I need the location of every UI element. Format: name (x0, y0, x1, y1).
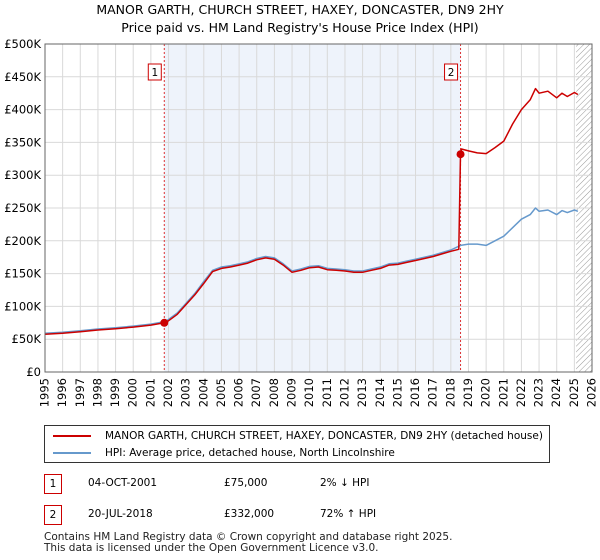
transaction-date: 04-OCT-2001 (88, 477, 157, 489)
x-tick-label: 2020 (479, 378, 493, 407)
legend-item-hpi: HPI: Average price, detached house, Nort… (45, 445, 395, 461)
marker-label-box (444, 63, 459, 81)
x-tick-label: 2001 (143, 378, 157, 407)
transaction-marker-badge: 1 (44, 474, 62, 494)
transaction-price: £332,000 (224, 508, 275, 520)
marker-label-number: 2 (448, 67, 455, 79)
x-tick-label: 1997 (73, 378, 87, 407)
legend: MANOR GARTH, CHURCH STREET, HAXEY, DONCA… (44, 425, 550, 463)
y-tick-label: £450K (4, 70, 41, 84)
legend-line-price (53, 435, 91, 437)
x-tick-label: 2019 (461, 378, 475, 407)
x-tick-label: 2008 (267, 378, 281, 407)
y-tick-label: £300K (4, 168, 41, 182)
x-tick-label: 2009 (285, 378, 299, 407)
x-tick-label: 2000 (126, 378, 140, 407)
marker-label-number: 1 (151, 67, 158, 79)
x-tick-label: 2014 (373, 378, 387, 407)
price-series-line (44, 87, 579, 336)
x-tick-label: 2021 (496, 378, 510, 407)
marker-label-box (147, 63, 162, 81)
y-tick-label: £500K (4, 37, 41, 51)
x-tick-label: 1998 (90, 378, 104, 407)
x-tick-label: 1999 (108, 378, 122, 407)
x-tick-label: 2017 (426, 378, 440, 407)
plot-border (44, 43, 593, 373)
transaction-price: £75,000 (224, 477, 268, 489)
transaction-hpi-diff: 2% ↓ HPI (320, 477, 370, 489)
y-tick-label: £100K (4, 299, 41, 313)
transaction-point (160, 318, 169, 327)
y-tick-label: £200K (4, 234, 41, 248)
x-tick-label: 2023 (532, 378, 546, 407)
x-tick-label: 2007 (249, 378, 263, 407)
y-tick-label: £150K (4, 267, 41, 281)
y-tick-label: £50K (12, 332, 42, 346)
x-tick-label: 2011 (320, 378, 334, 407)
x-tick-label: 2026 (585, 378, 599, 407)
transaction-point (456, 150, 465, 159)
y-tick-label: £400K (4, 103, 41, 117)
x-tick-label: 2012 (337, 378, 351, 407)
legend-item-price: MANOR GARTH, CHURCH STREET, HAXEY, DONCA… (45, 428, 543, 444)
x-tick-label: 1995 (38, 378, 52, 407)
x-tick-label: 2003 (179, 378, 193, 407)
x-tick-label: 2002 (161, 378, 175, 407)
y-tick-label: £250K (4, 201, 41, 215)
legend-label-price: MANOR GARTH, CHURCH STREET, HAXEY, DONCA… (105, 430, 543, 442)
hpi-series-line (44, 207, 579, 335)
transaction-date: 20-JUL-2018 (88, 508, 153, 520)
transaction-hpi-diff: 72% ↑ HPI (320, 508, 377, 520)
y-tick-label: £0 (26, 365, 41, 379)
chart-title: MANOR GARTH, CHURCH STREET, HAXEY, DONCA… (0, 1, 600, 37)
x-tick-label: 2025 (567, 378, 581, 407)
x-tick-label: 1996 (55, 378, 69, 407)
x-tick-label: 2015 (390, 378, 404, 407)
footer-copyright: Contains HM Land Registry data © Crown c… (44, 531, 453, 543)
x-tick-label: 2016 (408, 378, 422, 407)
title-line-1: MANOR GARTH, CHURCH STREET, HAXEY, DONCA… (96, 2, 504, 17)
x-tick-label: 2013 (355, 378, 369, 407)
y-tick-label: £350K (4, 135, 41, 149)
title-line-2: Price paid vs. HM Land Registry's House … (121, 20, 479, 35)
legend-line-hpi (53, 452, 91, 454)
legend-label-hpi: HPI: Average price, detached house, Nort… (105, 447, 395, 459)
x-tick-label: 2024 (549, 378, 563, 407)
footer: Contains HM Land Registry data © Crown c… (44, 532, 452, 554)
footer-licence: This data is licensed under the Open Gov… (44, 542, 379, 554)
x-tick-label: 2018 (443, 378, 457, 407)
x-tick-label: 2010 (302, 378, 316, 407)
x-tick-label: 2005 (214, 378, 228, 407)
x-tick-label: 2006 (232, 378, 246, 407)
price-chart: £0 £50K £100K £150K £200K £250K £300K £350K £400… (4, 37, 599, 407)
x-tick-label: 2022 (514, 378, 528, 407)
transaction-marker-badge: 2 (44, 505, 62, 525)
x-tick-label: 2004 (196, 378, 210, 407)
